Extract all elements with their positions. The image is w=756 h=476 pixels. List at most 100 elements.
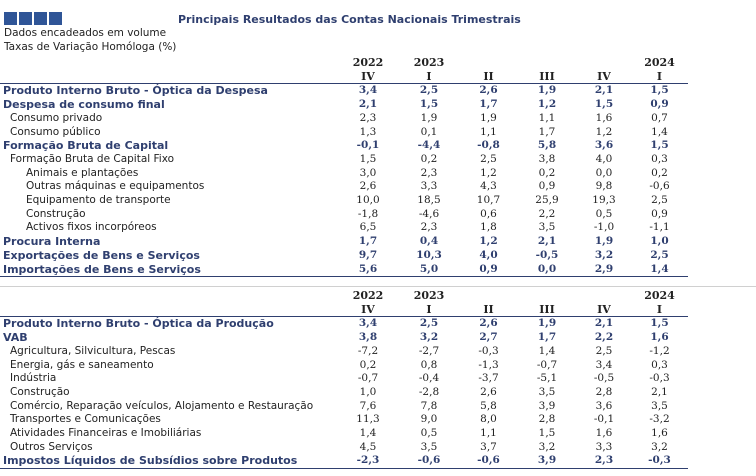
quarter-header: I	[398, 69, 460, 85]
year-header: 2023	[413, 289, 445, 302]
cell-value: 0,2	[420, 152, 438, 165]
cell-value: 1,5	[650, 84, 669, 97]
table-row: Formação Bruta de Capital -0,1 -4,4 -0,8 5,8…	[0, 139, 688, 153]
year-header	[517, 56, 577, 70]
cell-value: 2,2	[538, 207, 556, 220]
cell-value: 2,9	[577, 262, 631, 278]
cell-value: -0,7	[357, 372, 379, 385]
cell-value: -0,3	[631, 454, 688, 470]
cell-value: 0,5	[595, 207, 613, 220]
cell-value: 2,1	[594, 317, 614, 330]
cell-value: 1,4	[651, 125, 668, 138]
logo	[4, 12, 62, 25]
cell-value: 2,6	[359, 180, 377, 193]
cell-value: 9,0	[420, 413, 438, 426]
quarter-header: II	[460, 69, 517, 85]
year-header: 2022	[352, 289, 384, 302]
cell-value: 1,9	[594, 235, 614, 248]
header-spacer	[0, 56, 338, 70]
cell-value: 1,6	[595, 427, 613, 440]
cell-value: 0,9	[651, 207, 668, 220]
quarter-header: IV	[577, 69, 631, 85]
year-header: 2023	[413, 56, 445, 69]
cell-value: -0,7	[536, 358, 558, 371]
cell-value: 3,4	[358, 84, 378, 97]
cell-value: 10,3	[416, 248, 442, 261]
table-row: Agricultura, Silvicultura, Pescas -7,2 -2,…	[0, 345, 688, 359]
cell-value: 2,3	[420, 166, 438, 179]
row-label: Atividades Financeiras e Imobiliárias	[10, 427, 202, 440]
cell-value: -0,1	[593, 413, 615, 426]
cell-value: 1,4	[538, 344, 556, 357]
cell-value: 3,3	[420, 180, 438, 193]
cell-value: 2,1	[358, 98, 378, 111]
cell-value: 2,3	[420, 221, 438, 234]
cell-value: 0,3	[651, 358, 668, 371]
row-label: Energia, gás e saneamento	[10, 358, 154, 371]
cell-value: 8,0	[480, 413, 497, 426]
cell-value: -2,8	[418, 385, 440, 398]
row-label: Despesa de consumo final	[3, 98, 165, 112]
cell-value: 11,3	[356, 413, 380, 426]
cell-value: -0,5	[535, 248, 559, 261]
row-label: Consumo público	[10, 125, 101, 138]
cell-value: -0,5	[593, 372, 615, 385]
cell-value: 3,5	[651, 399, 668, 412]
cell-value: -2,3	[338, 454, 398, 470]
expenditure-table: 2022 2023 2024 IV I II III IV I Produto Interno B…	[0, 56, 688, 278]
quarter-header: I	[631, 69, 688, 85]
row-label: VAB	[3, 331, 28, 345]
cell-value: 1,5	[359, 152, 377, 165]
cell-value: -2,7	[418, 344, 440, 357]
cell-value: 1,6	[650, 331, 669, 344]
table-row: Exportações de Bens e Serviços 9,7 10,3 4,0…	[0, 249, 688, 263]
cell-value: 2,5	[419, 317, 439, 330]
cell-value: 1,5	[538, 427, 556, 440]
quarter-header: IV	[577, 302, 631, 318]
cell-value: -0,8	[477, 139, 500, 152]
cell-value: 3,2	[538, 440, 556, 453]
cell-value: 0,9	[460, 262, 517, 278]
quarter-header: I	[631, 302, 688, 318]
cell-value: 5,0	[398, 262, 460, 278]
cell-value: -0,4	[418, 372, 440, 385]
row-label: Procura Interna	[3, 235, 101, 249]
cell-value: 1,7	[479, 98, 498, 111]
cell-value: 2,5	[650, 248, 669, 261]
cell-value: 3,5	[538, 221, 556, 234]
cell-value: 7,6	[359, 399, 377, 412]
cell-value: 3,5	[538, 385, 556, 398]
cell-value: -1,8	[357, 207, 379, 220]
year-header: 2022	[352, 56, 384, 69]
cell-value: -0,6	[649, 180, 670, 193]
cell-value: 1,2	[479, 235, 498, 248]
cell-value: 3,6	[594, 139, 614, 152]
cell-value: 5,8	[537, 139, 557, 152]
cell-value: 1,1	[480, 427, 497, 440]
cell-value: 2,6	[479, 317, 498, 330]
table-row: Importações de Bens e Serviços 5,6 5,0 0,9 0…	[0, 262, 688, 278]
table-row: Procura Interna 1,7 0,4 1,2 2,1 1,9 1,0	[0, 235, 688, 249]
cell-value: 2,3	[359, 111, 377, 124]
cell-value: 2,3	[577, 454, 631, 470]
cell-value: 0,7	[651, 111, 668, 124]
cell-value: 1,9	[537, 317, 557, 330]
table-row: Transportes e Comunicações 11,3 9,0 8,0 2,8 -…	[0, 413, 688, 427]
row-label: Activos fixos incorpóreos	[26, 221, 157, 234]
cell-value: 2,1	[594, 84, 614, 97]
table-row: Outros Serviços 4,5 3,5 3,7 3,2 3,3 3,2	[0, 441, 688, 455]
cell-value: 1,7	[537, 331, 557, 344]
cell-value: 7,8	[420, 399, 438, 412]
cell-value: 0,9	[538, 180, 556, 193]
cell-value: 1,5	[594, 98, 614, 111]
table-row: Formação Bruta de Capital Fixo 1,5 0,2 2,5 3…	[0, 153, 688, 167]
row-label: Agricultura, Silvicultura, Pescas	[10, 344, 176, 357]
table-row: Animais e plantações 3,0 2,3 1,2 0,2 0,0 0,2	[0, 167, 688, 181]
cell-value: -0,3	[478, 344, 499, 357]
quarter-header-row: IV I II III IV I	[0, 69, 688, 85]
cell-value: 0,2	[651, 166, 668, 179]
cell-value: 1,7	[538, 125, 556, 138]
section-divider	[0, 286, 756, 287]
cell-value: 3,0	[359, 166, 377, 179]
row-label: Comércio, Reparação veículos, Alojamento…	[10, 399, 314, 412]
